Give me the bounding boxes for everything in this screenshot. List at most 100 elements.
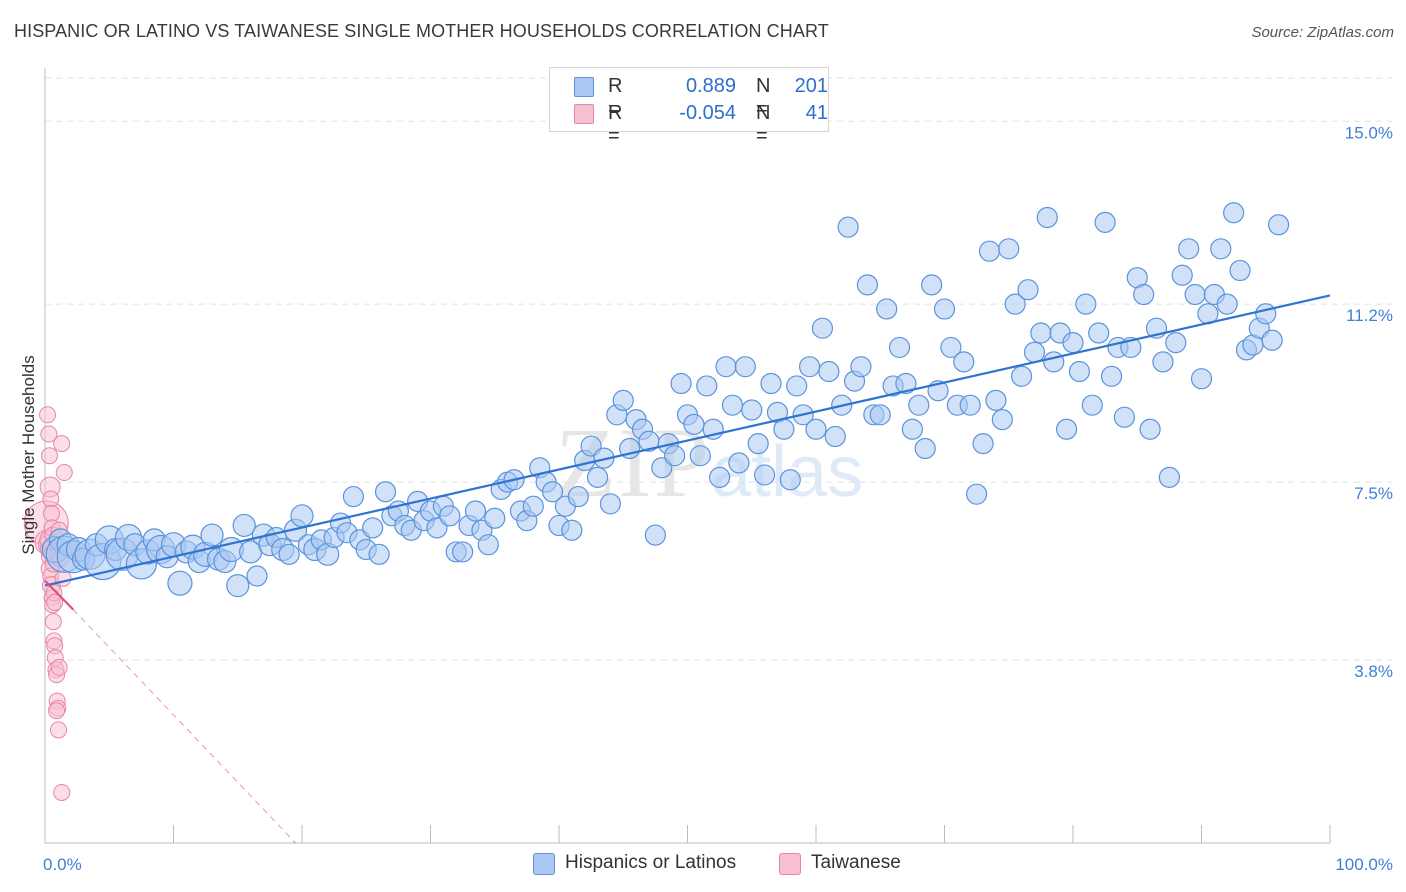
hispanic-point [1171,264,1193,286]
hispanic-point [856,274,879,296]
taiwanese-point [53,783,71,801]
hispanic-point [232,513,256,538]
hispanic-point [200,523,224,547]
hispanic-point [484,507,506,529]
hispanic-point [741,399,763,421]
hispanic-point [805,418,827,440]
legend-r-value: -0.054 [679,102,736,124]
taiwanese-legend-label: Taiwanese [811,852,901,873]
hispanic-point [921,274,943,296]
hispanic-point [966,483,988,505]
hispanic-point [342,485,364,508]
hispanic-point [1165,332,1187,354]
hispanic-point [522,495,544,517]
taiwanese-point [42,504,60,522]
hispanic-points [41,202,1290,598]
hispanic-point [477,534,499,556]
taiwanese-point [46,593,64,611]
hispanic-swatch [574,77,594,97]
taiwanese-point [39,406,57,424]
hispanic-point [644,524,666,546]
hispanic-point [664,445,686,467]
hispanic-point [1100,365,1123,387]
hispanic-point [1094,211,1116,233]
hispanic-point [290,504,314,528]
hispanic-point [850,356,872,378]
hispanic-point [541,481,564,503]
hispanic-point [1178,238,1200,260]
taiwanese-legend-swatch [779,853,801,875]
hispanic-point [1158,466,1180,488]
hispanic-point [998,238,1020,260]
taiwanese-point [42,490,60,508]
hispanic-point [786,375,808,397]
hispanic-point [561,519,583,541]
hispanic-point [985,389,1007,411]
hispanic-point [1017,279,1039,301]
taiwanese-trend-line [44,580,75,611]
axis-layer [44,68,1331,844]
legend-n-label: N = [756,102,771,147]
hispanic-point [953,351,975,373]
hispanic-point [1004,293,1026,315]
legend-n-value: 41 [805,102,828,124]
y-tick-label: 3.8% [1354,662,1393,681]
hispanic-point [811,317,834,339]
hispanic-point [991,409,1013,431]
hispanic-point [670,372,692,395]
hispanic-point [709,466,731,488]
y-axis-label: Single Mother Households [19,355,38,555]
taiwanese-point [55,464,73,482]
hispanic-point [1139,418,1161,440]
taiwanese-point [49,721,67,739]
taiwanese-point [40,447,58,465]
hispanic-point [901,418,923,440]
hispanic-point [1075,293,1097,315]
hispanic-point [374,481,397,503]
hispanic-point [1152,351,1174,373]
hispanic-point [1055,418,1078,440]
hispanic-point [696,375,718,397]
trend-lines [44,294,1331,844]
hispanic-point [728,452,750,474]
hispanic-point [888,336,911,359]
hispanic-point [278,543,300,565]
hispanic-point [978,240,1001,262]
hispanic-point [1010,365,1033,387]
hispanic-point [1216,293,1238,315]
taiwanese-point [50,658,68,676]
hispanic-point [1190,368,1213,390]
hispanic-point [721,394,744,416]
hispanic-point [753,464,776,486]
hispanic-point [1184,283,1206,306]
hispanic-point [734,356,756,378]
hispanic-point [869,404,891,426]
hispanic-point [246,565,268,587]
hispanic-point [1030,322,1052,344]
x-tick-label: 0.0% [43,855,82,874]
x-tick-label: 100.0% [1335,855,1393,874]
hispanic-point [1261,329,1283,351]
hispanic-point [1023,341,1046,363]
hispanic-legend-swatch [533,853,555,875]
hispanic-point [167,570,193,596]
hispanic-point [940,336,962,359]
hispanic-point [1043,351,1065,373]
hispanic-point [1255,303,1277,325]
hispanic-point [567,485,589,508]
hispanic-point [1223,202,1245,224]
hispanic-point [798,356,821,378]
hispanic-point [368,543,390,565]
hispanic-legend-label: Hispanics or Latinos [565,852,737,873]
hispanic-point [933,298,956,320]
hispanic-point [747,433,769,455]
hispanic-point [1229,259,1251,282]
hispanic-point [1062,332,1084,354]
tick-labels: 3.8% 7.5% 11.2% 15.0% 0.0% 100.0% [43,123,1393,874]
hispanic-point [760,372,782,395]
hispanic-point [1133,283,1155,306]
hispanic-point [689,445,711,467]
taiwanese-swatch [574,104,594,124]
hispanic-point [876,298,898,320]
